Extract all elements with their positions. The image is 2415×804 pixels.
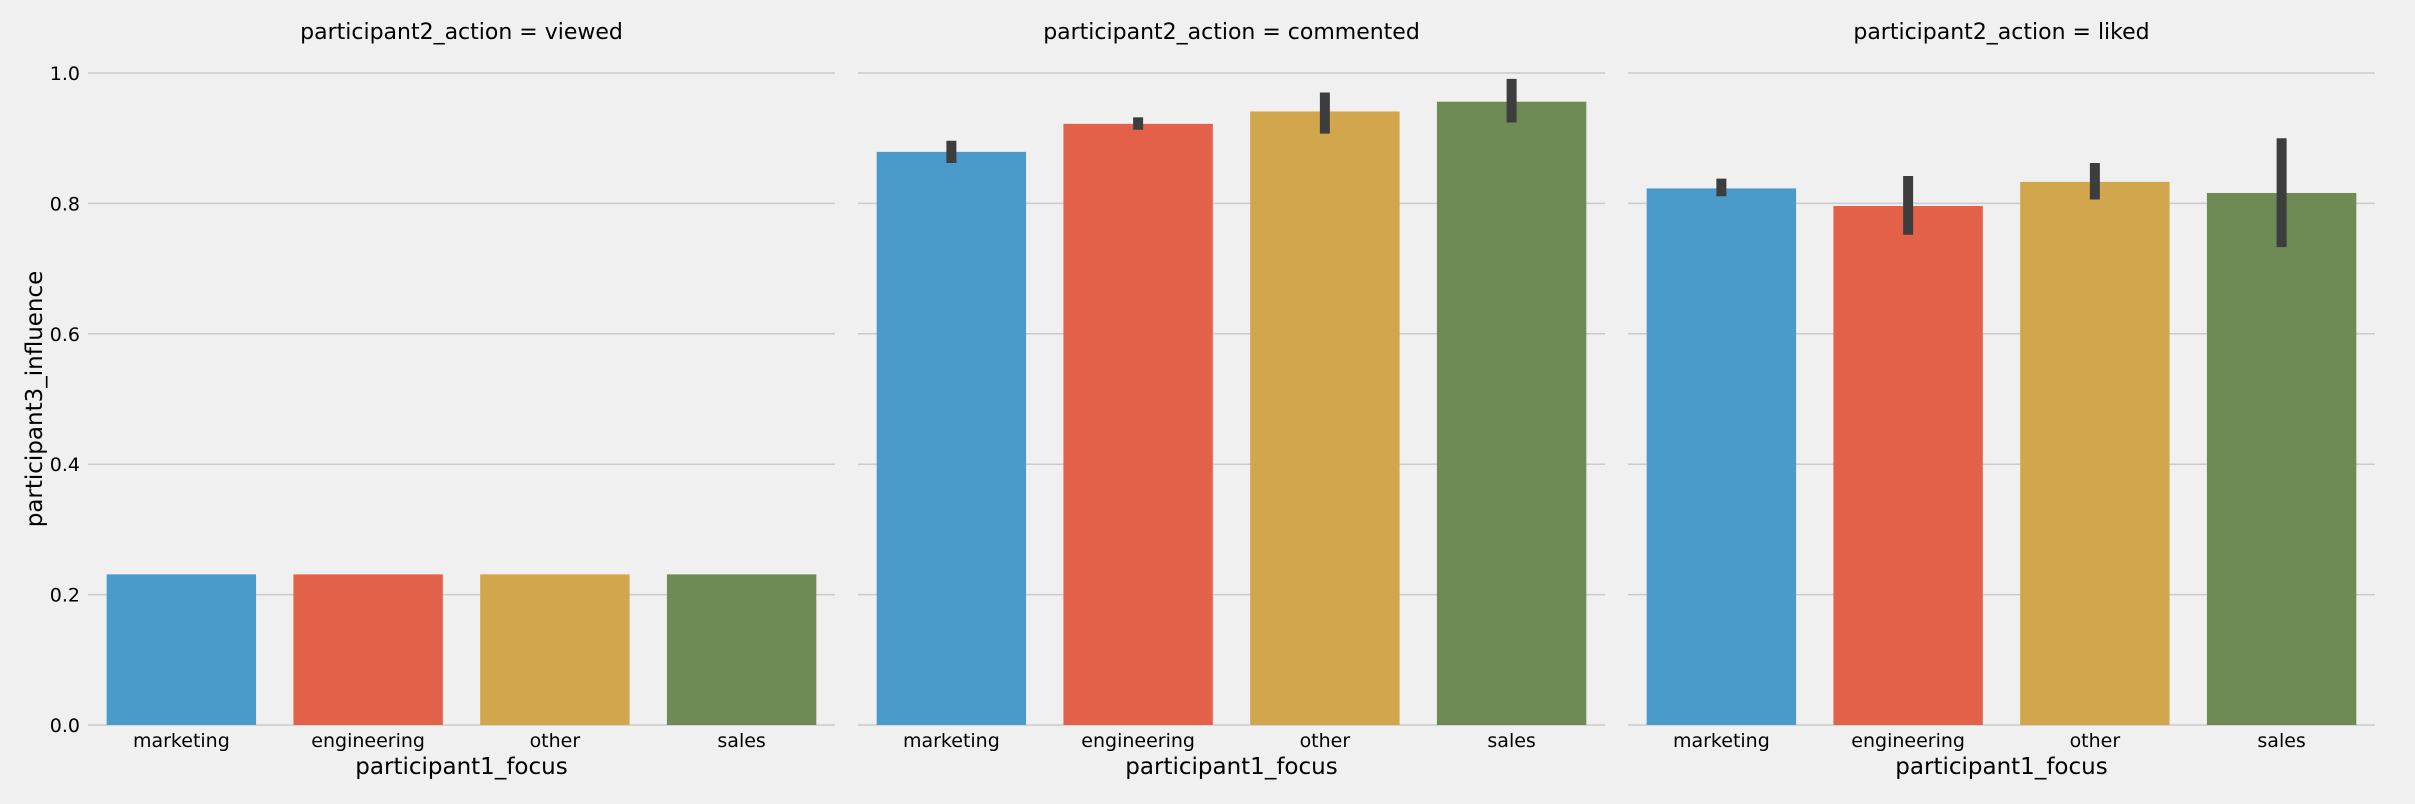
x-axis-label-0: participant1_focus <box>355 754 567 780</box>
x-axis-label-1: participant1_focus <box>1125 754 1337 780</box>
bar-1-sales <box>1436 101 1587 726</box>
facet-title-2: participant2_action = liked <box>1853 20 2149 45</box>
y-tick-label-1: 0.2 <box>50 585 80 607</box>
x-tick-label-0-engineering: engineering <box>311 730 425 752</box>
bar-0-engineering <box>293 574 443 725</box>
x-tick-label-2-engineering: engineering <box>1851 730 1965 752</box>
x-tick-label-2-marketing: marketing <box>1673 730 1770 752</box>
bar-2-marketing <box>1646 188 1797 726</box>
y-tick-label-5: 1.0 <box>50 63 80 85</box>
y-tick-label-3: 0.6 <box>50 324 80 346</box>
y-tick-label-4: 0.8 <box>50 193 80 215</box>
bar-1-engineering <box>1063 123 1213 725</box>
x-tick-label-2-other: other <box>2070 730 2121 752</box>
y-tick-label-0: 0.0 <box>50 715 80 737</box>
x-tick-label-2-sales: sales <box>2257 730 2305 752</box>
facet-title-0: participant2_action = viewed <box>300 20 623 45</box>
x-tick-label-0-marketing: marketing <box>133 730 230 752</box>
x-tick-label-0-other: other <box>530 730 581 752</box>
x-tick-label-1-other: other <box>1300 730 1351 752</box>
x-tick-label-1-engineering: engineering <box>1081 730 1195 752</box>
x-axis-label-2: participant1_focus <box>1895 754 2107 780</box>
facet-title-1: participant2_action = commented <box>1043 20 1420 45</box>
x-tick-label-1-sales: sales <box>1487 730 1535 752</box>
bar-0-other <box>480 574 630 725</box>
bar-2-engineering <box>1833 206 1983 725</box>
y-tick-label-2: 0.4 <box>50 454 80 476</box>
bar-2-other <box>2020 181 2170 725</box>
bar-1-other <box>1250 111 1400 725</box>
bar-0-sales <box>666 574 817 725</box>
bar-1-marketing <box>876 151 1027 726</box>
bar-0-marketing <box>106 574 257 725</box>
y-axis-label: participant3_influence <box>22 271 48 528</box>
x-tick-label-1-marketing: marketing <box>903 730 1000 752</box>
bar-2-sales <box>2206 192 2357 725</box>
x-tick-label-0-sales: sales <box>717 730 765 752</box>
